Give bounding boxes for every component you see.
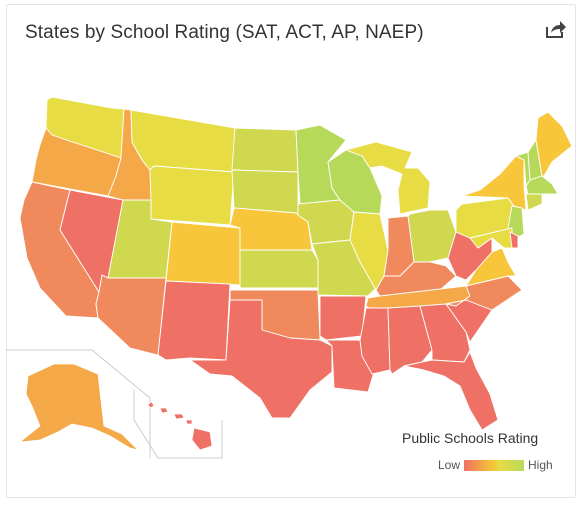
state-HI-4[interactable] <box>185 419 193 425</box>
state-DE[interactable] <box>509 231 519 249</box>
state-MI[interactable] <box>345 141 431 215</box>
state-HI-1[interactable] <box>147 401 155 409</box>
state-NY[interactable] <box>461 155 527 211</box>
state-NC[interactable] <box>445 275 523 311</box>
legend: Public Schools Rating Low High <box>402 430 553 480</box>
state-MT[interactable] <box>130 109 236 173</box>
state-TX[interactable] <box>189 299 333 419</box>
state-HI-3[interactable] <box>173 413 185 420</box>
state-AZ[interactable] <box>95 274 167 356</box>
legend-title: Public Schools Rating <box>402 430 539 446</box>
state-CO[interactable] <box>165 221 241 286</box>
chart-header: States by School Rating (SAT, ACT, AP, N… <box>7 5 575 57</box>
hawaii-inset-border <box>133 390 223 459</box>
state-MD[interactable] <box>469 227 513 249</box>
state-HI-2[interactable] <box>159 407 169 414</box>
share-icon[interactable] <box>545 19 567 39</box>
legend-low-label: Low <box>438 458 461 472</box>
state-ND[interactable] <box>231 127 299 173</box>
legend-gradient-bar <box>464 460 524 471</box>
state-KS[interactable] <box>239 249 319 289</box>
state-AK[interactable] <box>18 363 140 451</box>
state-AR[interactable] <box>319 295 367 341</box>
legend-high-label: High <box>528 458 553 472</box>
chart-title: States by School Rating (SAT, ACT, AP, N… <box>25 22 424 43</box>
state-NM[interactable] <box>157 280 231 361</box>
state-ME[interactable] <box>535 111 573 177</box>
state-HI-5[interactable] <box>191 427 213 451</box>
state-FL[interactable] <box>403 351 499 431</box>
state-CT[interactable] <box>525 193 543 211</box>
alaska-inset-border <box>6 349 151 458</box>
state-WY[interactable] <box>149 165 235 226</box>
